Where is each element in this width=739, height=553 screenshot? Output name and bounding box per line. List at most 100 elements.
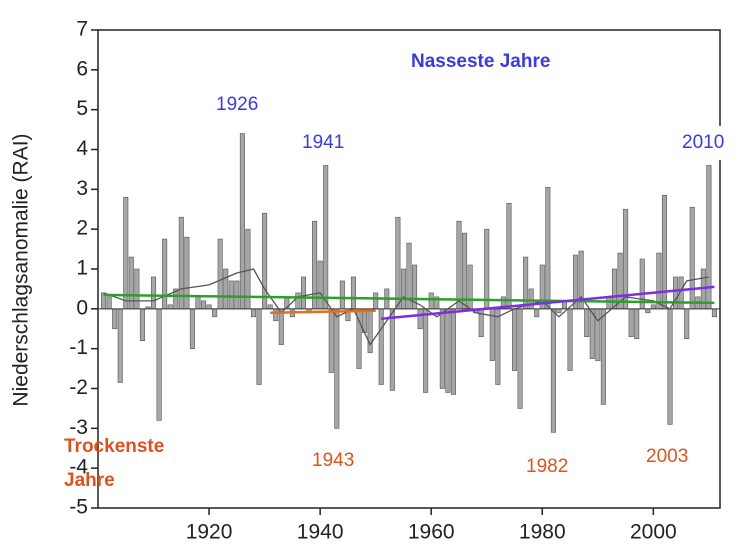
bar [395, 216, 401, 310]
bar [312, 220, 318, 310]
bar [606, 296, 612, 310]
bar [445, 308, 451, 393]
bar [323, 165, 329, 310]
bar [628, 308, 634, 338]
bar [484, 228, 490, 310]
bar [117, 308, 123, 383]
bar [645, 308, 651, 314]
bar [689, 206, 695, 310]
line [270, 309, 376, 315]
bar [339, 280, 345, 310]
bar [456, 220, 462, 310]
line [103, 268, 710, 346]
bar [506, 202, 512, 310]
y-axis-label: Niederschlagsanomalie (RAI) [10, 133, 33, 406]
bar [634, 308, 640, 340]
line [381, 285, 715, 321]
bar [273, 308, 279, 322]
bar [450, 308, 456, 395]
bar [156, 308, 162, 421]
bar [534, 308, 540, 318]
bar [378, 308, 384, 385]
annotation: 1982 [520, 450, 575, 484]
y-tick-label: -4 [69, 456, 88, 479]
bar [595, 308, 601, 361]
x-tick-label: 1960 [408, 521, 455, 544]
bar [600, 308, 606, 405]
bar [428, 292, 434, 310]
bar [373, 292, 379, 310]
bar [234, 280, 240, 310]
bar [106, 296, 112, 310]
annotation: 1941 [296, 126, 351, 160]
bar [589, 308, 595, 359]
x-tick-label: 1940 [297, 521, 344, 544]
bar [278, 308, 284, 345]
annotation: Trockenste Jahre [64, 436, 165, 491]
bar [567, 308, 573, 371]
bar [189, 308, 195, 349]
bar [151, 276, 157, 310]
bar [623, 208, 629, 310]
bar [550, 308, 556, 433]
bar [212, 308, 218, 318]
y-tick-label: 2 [76, 217, 88, 240]
bar [389, 308, 395, 391]
bar [184, 236, 190, 310]
bar [206, 304, 212, 310]
bar [250, 308, 257, 318]
bar [673, 276, 679, 310]
bar [462, 232, 468, 310]
y-tick-label: 3 [76, 177, 88, 200]
bar [317, 260, 323, 310]
bar [667, 308, 673, 425]
bar [334, 308, 340, 429]
bar [467, 264, 473, 310]
x-tick-label: 1980 [519, 521, 566, 544]
annotation: 1926 [210, 88, 265, 122]
bar [350, 276, 356, 310]
bar [262, 212, 268, 310]
bar [200, 300, 207, 310]
bar [228, 280, 234, 310]
bar [495, 308, 501, 385]
bar [367, 308, 373, 353]
bar [295, 292, 301, 310]
bar [556, 308, 562, 314]
bar [545, 187, 551, 310]
bar [256, 308, 262, 385]
y-tick-label: -5 [69, 496, 88, 519]
bar [217, 238, 223, 310]
y-tick-label: 7 [76, 18, 88, 41]
bar [134, 268, 140, 310]
bar [267, 304, 273, 310]
bar [400, 268, 406, 310]
bar [423, 308, 429, 393]
annotation: Nasseste Jahre [405, 45, 557, 79]
annotation: 2003 [640, 440, 695, 474]
y-tick-label: -3 [69, 416, 88, 439]
bar [417, 308, 423, 330]
y-tick-label: 5 [76, 97, 88, 120]
bar [239, 133, 245, 310]
bar [123, 197, 129, 310]
bar [195, 296, 201, 310]
y-tick-label: 6 [76, 57, 88, 80]
bar [167, 304, 173, 310]
bar [650, 304, 656, 310]
bar [139, 308, 145, 342]
bar [511, 308, 518, 371]
y-tick-label: 4 [76, 137, 88, 160]
bar [711, 308, 717, 318]
bar [656, 252, 662, 310]
annotation: 1943 [306, 444, 361, 478]
y-tick-label: -1 [69, 336, 88, 359]
y-tick-label: 1 [76, 257, 88, 280]
x-tick-label: 1920 [186, 521, 233, 544]
x-tick-label: 2000 [630, 521, 677, 544]
bar [328, 308, 334, 373]
bar [517, 308, 523, 409]
y-tick-label: 0 [76, 296, 88, 319]
